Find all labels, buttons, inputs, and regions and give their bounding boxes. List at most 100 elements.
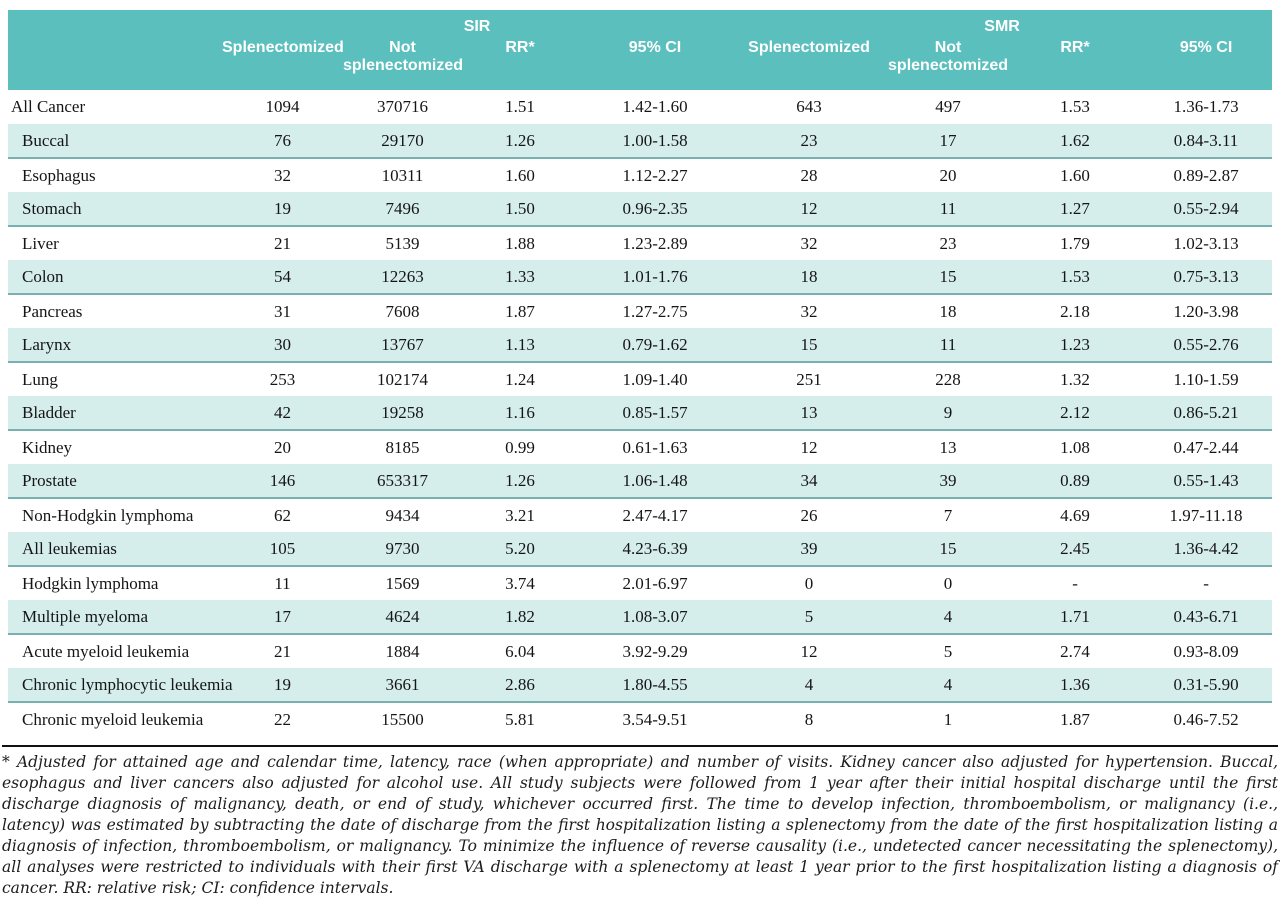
cell: 7608 bbox=[385, 301, 420, 321]
cell: 22 bbox=[274, 709, 291, 729]
cell: 643 bbox=[796, 97, 822, 116]
cell: 1.23 bbox=[1010, 328, 1141, 363]
cell: 9 bbox=[886, 396, 1011, 431]
cell: 5 bbox=[943, 641, 953, 661]
cell: 1.50 bbox=[462, 192, 578, 227]
group-header-smr: SMR bbox=[732, 10, 1273, 36]
table-row: Non-Hodgkin lymphoma 62 9434 3.21 2.47-4.17 2… bbox=[8, 498, 1272, 532]
cell: 0.31-5.90 bbox=[1140, 668, 1273, 703]
table-row: Hodgkin lymphoma 11 1569 3.74 2.01-6.97 0 0 - - bbox=[8, 566, 1272, 600]
cell: 1.36-4.42 bbox=[1140, 532, 1273, 567]
cell: 32 bbox=[274, 165, 291, 185]
cell: 228 bbox=[935, 369, 961, 389]
cell: 1.26 bbox=[462, 464, 578, 499]
cell: 5.20 bbox=[462, 532, 578, 567]
row-label: Esophagus bbox=[22, 165, 96, 185]
cell: 10311 bbox=[381, 165, 424, 185]
row-label: Liver bbox=[22, 233, 59, 253]
cell: 1.36-1.73 bbox=[1173, 97, 1239, 116]
cell: 0.86-5.21 bbox=[1140, 396, 1273, 431]
cell: 32 bbox=[800, 301, 818, 321]
cell: 1.53 bbox=[1010, 260, 1141, 295]
cell: 0 bbox=[804, 573, 814, 593]
cell: 9730 bbox=[343, 532, 462, 567]
cell: 1094 bbox=[265, 97, 300, 116]
cell: 497 bbox=[935, 97, 961, 116]
row-label: Prostate bbox=[8, 464, 222, 499]
cell: 3661 bbox=[343, 668, 462, 703]
cell: 1.87 bbox=[1060, 709, 1090, 729]
cell: 0.96-2.35 bbox=[578, 192, 733, 227]
table-row: All Cancer 1094 370716 1.51 1.42-1.60 643 497 1… bbox=[8, 90, 1272, 124]
row-label: Colon bbox=[8, 260, 222, 295]
cell: 1 bbox=[943, 709, 953, 729]
cell: 0.79-1.62 bbox=[578, 328, 733, 363]
table-row: Chronic myeloid leukemia 22 15500 5.81 3.54-… bbox=[8, 702, 1272, 736]
row-label: Multiple myeloma bbox=[8, 600, 222, 635]
cell: 19 bbox=[222, 668, 343, 703]
cell: 13 bbox=[939, 437, 957, 457]
row-label: Buccal bbox=[8, 124, 222, 159]
row-label: Non-Hodgkin lymphoma bbox=[22, 505, 194, 525]
cell: 370716 bbox=[377, 97, 428, 116]
cell: 7 bbox=[943, 505, 953, 525]
corner-cell bbox=[8, 36, 222, 90]
cell: 1.97-11.18 bbox=[1169, 505, 1243, 525]
cell: 1.80-4.55 bbox=[578, 668, 733, 703]
cell: 12263 bbox=[343, 260, 462, 295]
column-header-smr-rr: RR* bbox=[1010, 36, 1141, 90]
cell: 11 bbox=[886, 192, 1011, 227]
cell: 251 bbox=[796, 369, 822, 389]
cell: 11 bbox=[886, 328, 1011, 363]
cell: 17 bbox=[886, 124, 1011, 159]
column-header-sir-splenectomized: Splenectomized bbox=[222, 36, 344, 90]
group-header-sir: SIR bbox=[222, 10, 733, 36]
cell: 1.01-1.76 bbox=[578, 260, 733, 295]
cell: 28 bbox=[800, 165, 818, 185]
cell: 13767 bbox=[343, 328, 462, 363]
cell: 3.21 bbox=[505, 505, 535, 525]
cell: 15500 bbox=[381, 709, 424, 729]
cell: 1.13 bbox=[462, 328, 578, 363]
row-label: Stomach bbox=[8, 192, 222, 227]
table-row: Acute myeloid leukemia 21 1884 6.04 3.92-9.2… bbox=[8, 634, 1272, 668]
table-row: All leukemias 105 9730 5.20 4.23-6.39 39 15 2.4… bbox=[8, 532, 1273, 567]
row-label: Larynx bbox=[8, 328, 222, 363]
cell: 5.81 bbox=[505, 709, 535, 729]
column-header-sir-not-splenectomized: Not splenectomized bbox=[343, 36, 463, 90]
cell: 1.33 bbox=[462, 260, 578, 295]
cell: 15 bbox=[732, 328, 887, 363]
cell: - bbox=[1203, 573, 1209, 593]
cell: 1.82 bbox=[462, 600, 578, 635]
cell: 5139 bbox=[385, 233, 420, 253]
cell: 19 bbox=[222, 192, 343, 227]
cell: 15 bbox=[886, 260, 1011, 295]
row-label: Acute myeloid leukemia bbox=[22, 641, 190, 661]
group-header-row: SIR SMR bbox=[8, 10, 1273, 36]
table-row: Lung 253 102174 1.24 1.09-1.40 251 228 1.32 1.10… bbox=[8, 362, 1272, 396]
cell: 20 bbox=[939, 165, 957, 185]
cell: 21 bbox=[274, 233, 291, 253]
cell: 11 bbox=[274, 573, 291, 593]
cell: 1.20-3.98 bbox=[1173, 301, 1239, 321]
row-label: Chronic lymphocytic leukemia bbox=[8, 668, 233, 703]
row-label: Hodgkin lymphoma bbox=[22, 573, 159, 593]
cell: 12 bbox=[800, 641, 818, 661]
cell: 1.08-3.07 bbox=[578, 600, 733, 635]
cell: 0.55-2.94 bbox=[1140, 192, 1273, 227]
table-row: Buccal 76 29170 1.26 1.00-1.58 23 17 1.62 0.84-3… bbox=[8, 124, 1273, 159]
table-header: SIR SMR Splenectomized Not splenectomize… bbox=[8, 10, 1273, 90]
cell: 1.60 bbox=[505, 165, 535, 185]
cell: 18 bbox=[732, 260, 887, 295]
cell: 4.69 bbox=[1060, 505, 1090, 525]
cell: 4 bbox=[886, 600, 1011, 635]
table-row: Liver 21 5139 1.88 1.23-2.89 32 23 1.79 1.02-3.1… bbox=[8, 226, 1272, 260]
cell: 2.18 bbox=[1060, 301, 1090, 321]
cell: 17 bbox=[222, 600, 343, 635]
cell: 2.01-6.97 bbox=[622, 573, 688, 593]
cell: 1.08 bbox=[1060, 437, 1090, 457]
cell: 18 bbox=[939, 301, 957, 321]
cell: 13 bbox=[732, 396, 887, 431]
cell: 4 bbox=[886, 668, 1011, 703]
row-label: All leukemias bbox=[8, 532, 222, 567]
